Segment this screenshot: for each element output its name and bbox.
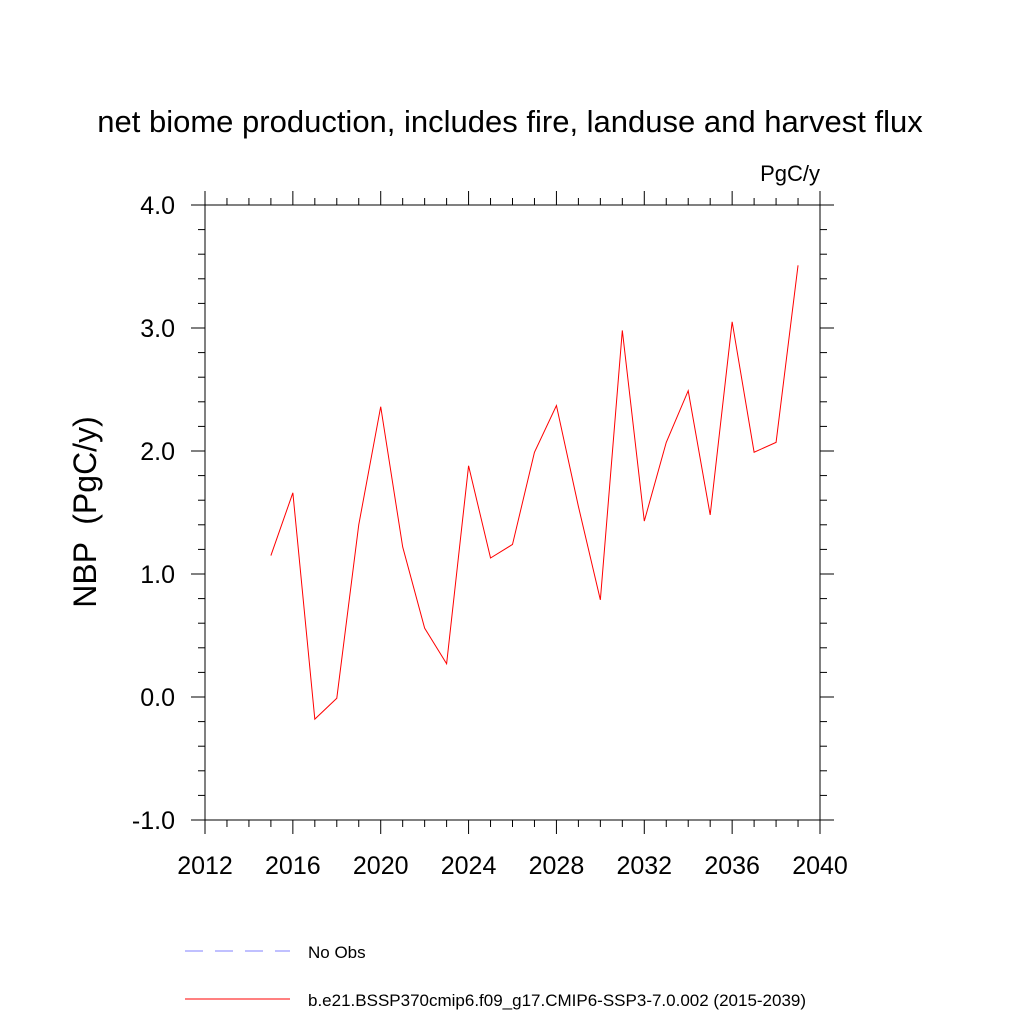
y-axis-label: NBP (PgC/y): [67, 416, 103, 607]
legend-entry: b.e21.BSSP370cmip6.f09_g17.CMIP6-SSP3-7.…: [185, 991, 806, 1010]
x-tick-labels: 2012 2016 2020 2024 2028 2032 2036 2040: [177, 852, 848, 880]
x-tick-label: 2016: [265, 852, 321, 880]
y-tick-label: 2.0: [140, 438, 175, 466]
plot-frame: [204, 204, 821, 821]
series-line-0: [270, 265, 799, 721]
x-tick-label: 2012: [177, 852, 233, 880]
legend: No Obs b.e21.BSSP370cmip6.f09_g17.CMIP6-S…: [185, 943, 806, 1010]
x-tick-label: 2032: [616, 852, 672, 880]
plot-series: [270, 265, 799, 721]
legend-entry: No Obs: [185, 943, 366, 962]
legend-label: b.e21.BSSP370cmip6.f09_g17.CMIP6-SSP3-7.…: [308, 991, 806, 1010]
x-tick-label: 2024: [441, 852, 497, 880]
x-tick-label: 2028: [529, 852, 585, 880]
legend-label: No Obs: [308, 943, 366, 962]
y-tick-label: -1.0: [132, 807, 175, 835]
y-tick-label: 4.0: [140, 192, 175, 220]
axis-ticks: [191, 191, 834, 834]
x-tick-label: 2036: [704, 852, 760, 880]
x-tick-label: 2040: [792, 852, 848, 880]
y-tick-label: 1.0: [140, 561, 175, 589]
y-tick-label: 3.0: [140, 315, 175, 343]
chart-title: net biome production, includes fire, lan…: [97, 104, 923, 139]
y-tick-label: 0.0: [140, 684, 175, 712]
units-label: PgC/y: [760, 161, 820, 186]
y-tick-labels: -1.0 0.0 1.0 2.0 3.0 4.0: [132, 192, 175, 835]
x-tick-label: 2020: [353, 852, 409, 880]
